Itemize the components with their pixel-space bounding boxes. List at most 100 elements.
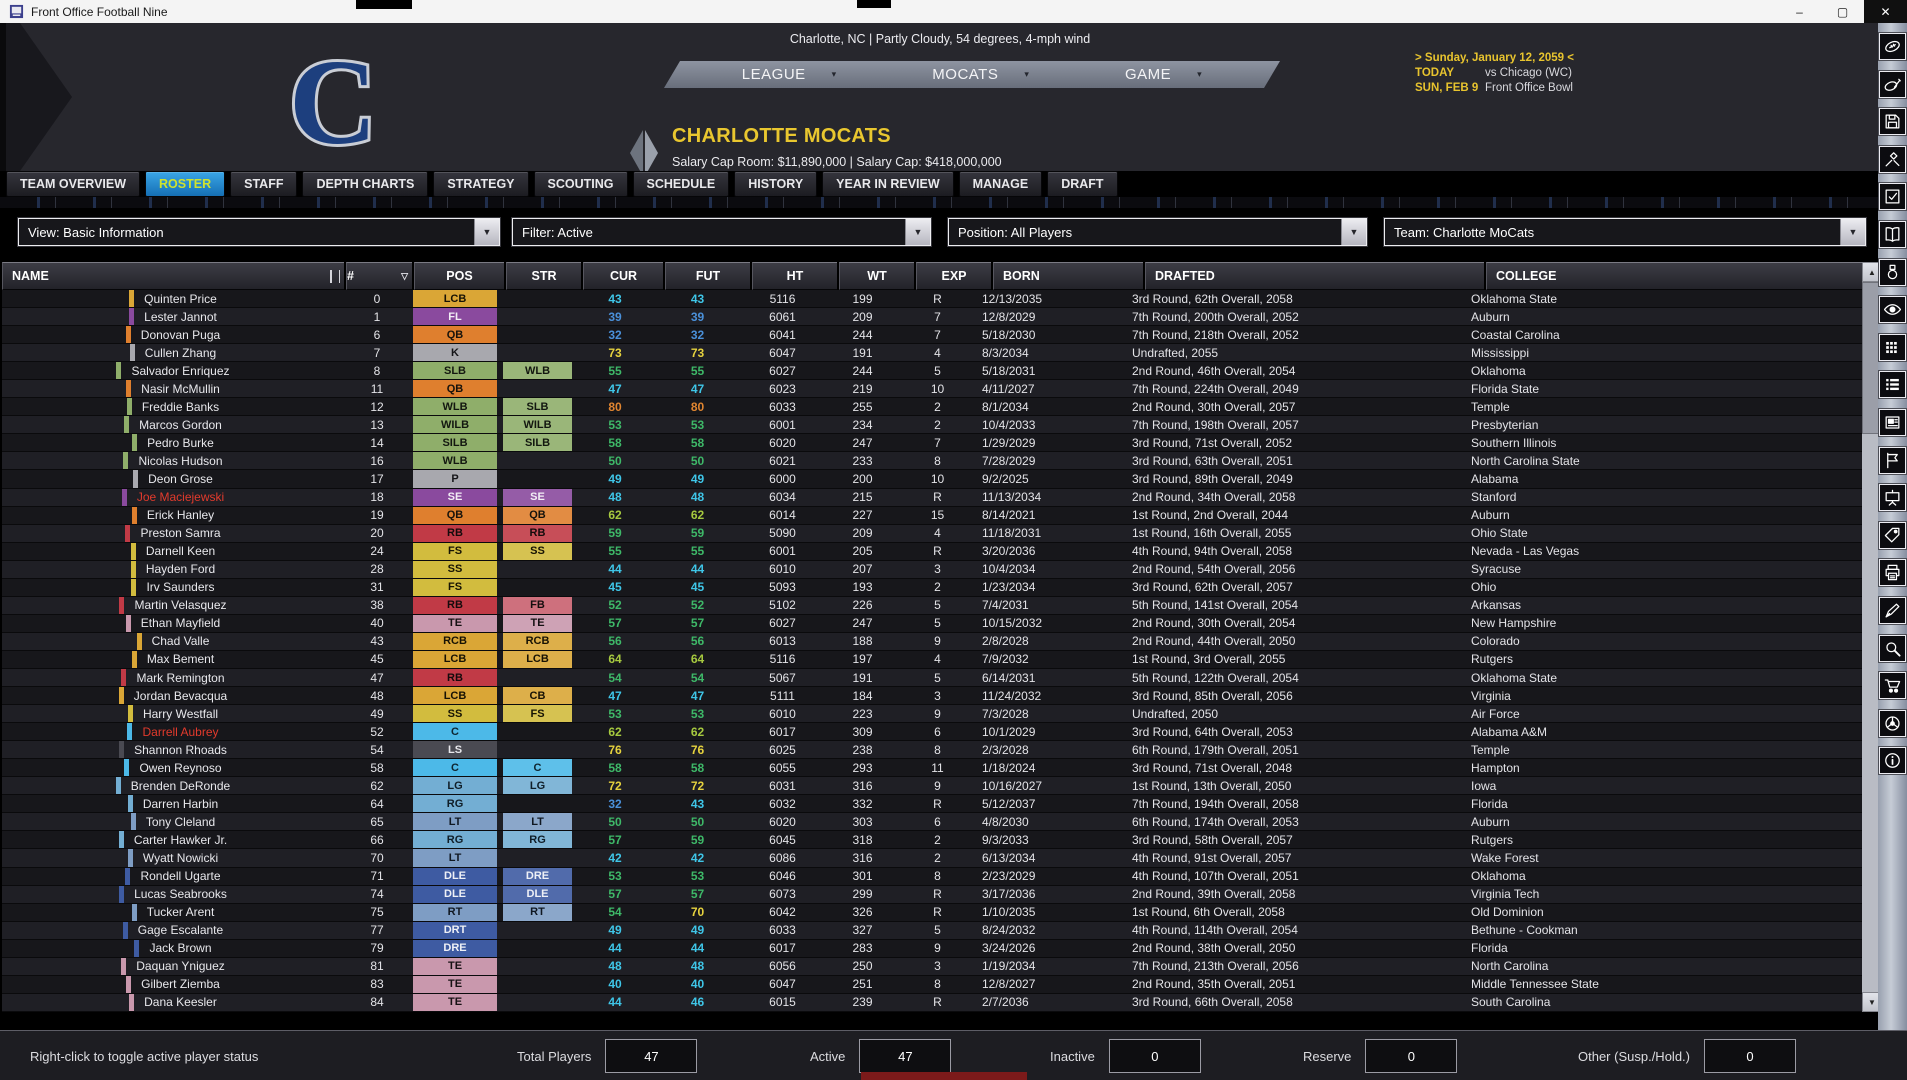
player-row[interactable]: Tucker Arent 75 RT RT 54 70 6042 326 R 1/10/2035 1… (2, 903, 1862, 922)
player-row[interactable]: Darnell Keen 24 FS SS 55 55 6001 205 R 3/20/2036 4… (2, 542, 1862, 561)
player-row[interactable]: Cullen Zhang 7 K 73 73 6047 191 4 8/3/2034 Undraf… (2, 344, 1862, 363)
nav-game[interactable]: GAME ▾ (1125, 66, 1202, 83)
player-row[interactable]: Wyatt Nowicki 70 LT 42 42 6086 316 2 6/13/2034 4t… (2, 849, 1862, 868)
tab-team-overview[interactable]: TEAM OVERVIEW (6, 171, 141, 197)
player-row[interactable]: Carter Hawker Jr. 66 RG RG 57 59 6045 318 2 9/3/2… (2, 831, 1862, 850)
player-row[interactable]: Rondell Ugarte 71 DLE DRE 53 53 6046 301 8 2/23/2… (2, 867, 1862, 886)
tab-year-in-review[interactable]: YEAR IN REVIEW (822, 171, 954, 197)
chevron-down-icon[interactable]: ▼ (474, 219, 499, 245)
player-row[interactable]: Darren Harbin 64 RG 32 43 6032 332 R 5/12/2037 7t… (2, 795, 1862, 814)
column-header-cur[interactable]: CUR (583, 262, 663, 290)
tag-icon[interactable] (1879, 521, 1906, 549)
position-dropdown[interactable]: Position: All Players ▼ (947, 217, 1368, 247)
player-row[interactable]: Donovan Puga 6 QB 32 32 6041 244 7 5/18/2030 7th … (2, 326, 1862, 345)
printer-icon[interactable] (1879, 559, 1906, 587)
wheel-icon[interactable] (1879, 709, 1906, 737)
player-row[interactable]: Marcos Gordon 13 WILB WILB 53 53 6001 234 2 10/4/… (2, 416, 1862, 435)
player-row[interactable]: Chad Valle 43 RCB RCB 56 56 6013 188 9 2/8/2028 2n… (2, 632, 1862, 651)
column-header-drafted[interactable]: DRAFTED (1145, 262, 1484, 290)
player-row[interactable]: Erick Hanley 19 QB QB 62 62 6014 227 15 8/14/2021… (2, 506, 1862, 525)
news-icon[interactable] (1879, 409, 1906, 436)
player-row[interactable]: Pedro Burke 14 SILB SILB 58 58 6020 247 7 1/29/20… (2, 434, 1862, 453)
player-row[interactable]: Jack Brown 79 DRE 44 44 6017 283 9 3/24/2026 2nd … (2, 939, 1862, 958)
flag-icon[interactable] (1879, 446, 1906, 474)
grid-icon[interactable] (1879, 333, 1906, 361)
tab-staff[interactable]: STAFF (230, 171, 298, 197)
list-icon[interactable] (1879, 371, 1906, 399)
tab-scouting[interactable]: SCOUTING (533, 171, 628, 197)
player-row[interactable]: Tony Cleland 65 LT LT 50 50 6020 303 6 4/8/2030 6t… (2, 813, 1862, 832)
pen-icon[interactable] (1879, 597, 1906, 624)
player-row[interactable]: Shannon Rhoads 54 LS 76 76 6025 238 8 2/3/2028 6t… (2, 741, 1862, 760)
presentation-icon[interactable] (1879, 484, 1906, 512)
player-row[interactable]: Gage Escalante 77 DRT 49 49 6033 327 5 8/24/2032… (2, 921, 1862, 940)
filter-dropdown[interactable]: Filter: Active ▼ (511, 217, 932, 247)
nav-league[interactable]: LEAGUE ▾ (742, 66, 837, 83)
tab-strategy[interactable]: STRATEGY (433, 171, 529, 197)
tab-schedule[interactable]: SCHEDULE (632, 171, 730, 197)
column-header-pos[interactable]: POS (414, 262, 504, 290)
nav-mocats[interactable]: MOCATS ▾ (932, 66, 1029, 83)
player-row[interactable]: Nasir McMullin 11 QB 47 47 6023 219 10 4/11/2027… (2, 380, 1862, 399)
player-row[interactable]: Darrell Aubrey 52 C 62 62 6017 309 6 10/1/2029 3r… (2, 723, 1862, 742)
chevron-down-icon[interactable]: ▼ (1840, 219, 1865, 245)
view-dropdown[interactable]: View: Basic Information ▼ (17, 217, 501, 247)
search-icon[interactable] (1879, 634, 1906, 662)
football-roster-icon[interactable] (1879, 33, 1906, 60)
player-row[interactable]: Harry Westfall 49 SS FS 53 53 6010 223 9 7/3/2028… (2, 705, 1862, 724)
minimize-button[interactable]: – (1796, 4, 1803, 19)
tab-history[interactable]: HISTORY (734, 171, 818, 197)
column-header-wt[interactable]: WT (839, 262, 914, 290)
player-row[interactable]: Joe Maciejewski 18 SE SE 48 48 6034 215 R 11/13/2… (2, 488, 1862, 507)
player-row[interactable]: Salvador Enriquez 8 SLB WLB 55 55 6027 244 5 5/18… (2, 362, 1862, 381)
player-row[interactable]: Nicolas Hudson 16 WLB 50 50 6021 233 8 7/28/2029… (2, 452, 1862, 471)
table-scrollbar[interactable]: ▲ ▼ (1862, 262, 1882, 1012)
player-row[interactable]: Quinten Price 0 LCB 43 43 5116 199 R 12/13/2035 3… (2, 290, 1862, 309)
tools-icon[interactable] (1879, 145, 1906, 173)
tab-manage[interactable]: MANAGE (958, 171, 1043, 197)
tab-depth-charts[interactable]: DEPTH CHARTS (302, 171, 429, 197)
player-row[interactable]: Dana Keesler 84 TE 44 46 6015 239 R 2/7/2036 3rd … (2, 993, 1862, 1012)
player-row[interactable]: Daquan Yniguez 81 TE 48 48 6056 250 3 1/19/2034 7… (2, 957, 1862, 976)
player-row[interactable]: Max Bement 45 LCB LCB 64 64 5116 197 4 7/9/2032 1s… (2, 650, 1862, 669)
player-row[interactable]: Brenden DeRonde 62 LG LG 72 72 6031 316 9 10/16/2… (2, 777, 1862, 796)
column-resize-grip[interactable] (330, 269, 340, 283)
player-row[interactable]: Mark Remington 47 RB 54 54 5067 191 5 6/14/2031 5… (2, 668, 1862, 688)
column-header-num[interactable]: # ▽ (346, 262, 412, 290)
player-row[interactable]: Martin Velasquez 38 RB FB 52 52 5102 226 5 7/4/20… (2, 596, 1862, 615)
player-row[interactable]: Owen Reynoso 58 C C 58 58 6055 293 11 1/18/2024 3r… (2, 759, 1862, 778)
column-header-str[interactable]: STR (506, 262, 581, 290)
maximize-button[interactable]: ▢ (1836, 4, 1849, 19)
player-row[interactable]: Ethan Mayfield 40 TE TE 57 57 6027 247 5 10/15/20… (2, 614, 1862, 633)
chevron-down-icon[interactable]: ▼ (1341, 219, 1366, 245)
player-row[interactable]: Deon Grose 17 P 49 49 6000 200 10 9/2/2025 3rd Ro… (2, 470, 1862, 489)
player-row[interactable]: Lester Jannot 1 FL 39 39 6061 209 7 12/8/2029 7th… (2, 308, 1862, 327)
player-row[interactable]: Jordan Bevacqua 48 LCB CB 47 47 5111 184 3 11/24/… (2, 687, 1862, 706)
close-button[interactable]: ✕ (1864, 0, 1907, 23)
player-row[interactable]: Lucas Seabrooks 74 DLE DLE 57 57 6073 299 R 3/17/… (2, 885, 1862, 904)
tab-draft[interactable]: DRAFT (1047, 171, 1118, 197)
player-row[interactable]: Freddie Banks 12 WLB SLB 80 80 6033 255 2 8/1/203… (2, 398, 1862, 417)
football-sign-icon[interactable] (1879, 70, 1906, 98)
eye-icon[interactable] (1879, 296, 1906, 324)
column-header-name[interactable]: NAME (2, 262, 344, 290)
team-dropdown[interactable]: Team: Charlotte MoCats ▼ (1383, 217, 1867, 247)
cart-icon[interactable] (1879, 672, 1906, 700)
team-switch-icon[interactable] (630, 130, 658, 176)
player-row[interactable]: Hayden Ford 28 SS 44 44 6010 207 3 10/4/2034 2nd … (2, 560, 1862, 579)
player-row[interactable]: Gilbert Ziemba 83 TE 40 40 6047 251 8 12/8/2027 2… (2, 975, 1862, 994)
player-row[interactable]: Irv Saunders 31 FS 45 45 5093 193 2 1/23/2034 3rd… (2, 578, 1862, 597)
column-header-exp[interactable]: EXP (916, 262, 991, 290)
save-icon[interactable] (1879, 108, 1906, 136)
playbook-icon[interactable] (1879, 221, 1906, 248)
column-header-born[interactable]: BORN (993, 262, 1143, 290)
medal-icon[interactable] (1879, 258, 1906, 286)
player-row[interactable]: Preston Samra 20 RB RB 59 59 5090 209 4 11/18/203… (2, 524, 1862, 543)
column-header-college[interactable]: COLLEGE (1486, 262, 1862, 290)
checklist-icon[interactable] (1879, 183, 1906, 211)
column-header-fut[interactable]: FUT (665, 262, 750, 290)
tab-roster[interactable]: ROSTER (145, 171, 226, 197)
chevron-down-icon[interactable]: ▼ (905, 219, 930, 245)
column-header-ht[interactable]: HT (752, 262, 837, 290)
info-icon[interactable] (1879, 747, 1906, 775)
